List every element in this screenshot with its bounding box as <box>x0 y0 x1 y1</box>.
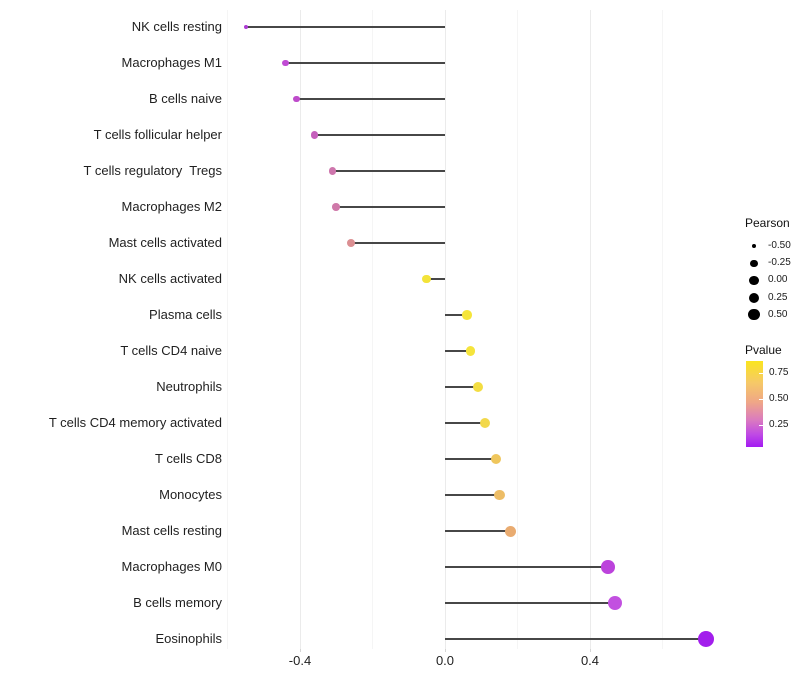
colorbar-tick <box>759 373 763 374</box>
category-label: T cells CD4 naive <box>120 343 222 358</box>
category-label: B cells memory <box>133 595 222 610</box>
colorbar-tick-label: 0.50 <box>769 393 789 404</box>
colorbar-tick-label: 0.25 <box>769 419 789 430</box>
lollipop-stem <box>445 386 478 388</box>
category-label: T cells CD8 <box>155 451 222 466</box>
lollipop-stem <box>445 602 616 604</box>
x-tick-label: 0.0 <box>435 653 455 668</box>
lollipop-dot <box>422 274 432 284</box>
gridline-major <box>589 10 591 649</box>
legend-size-label: 0.50 <box>768 308 788 320</box>
category-label: T cells follicular helper <box>93 127 222 142</box>
gridline-major <box>299 10 301 649</box>
legend-size-label: -0.50 <box>768 240 791 251</box>
category-label: B cells naive <box>149 91 222 106</box>
lollipop-dot <box>328 167 337 175</box>
colorbar-tick <box>759 425 763 426</box>
category-label: Monocytes <box>159 487 222 502</box>
lollipop-dot <box>465 346 476 356</box>
lollipop-dot <box>282 59 289 67</box>
x-tick-label: -0.4 <box>288 653 312 668</box>
lollipop-stem <box>445 566 609 568</box>
colorbar-tick-label: 0.75 <box>769 367 789 378</box>
legend-pearson-title: Pearson <box>745 216 790 230</box>
lollipop-stem <box>285 62 445 64</box>
legend-size-dot <box>750 259 758 267</box>
legend-pvalue-title: Pvalue <box>745 343 782 357</box>
lollipop-stem <box>336 206 445 208</box>
category-label: Plasma cells <box>149 307 222 322</box>
legend-size-dot <box>749 292 759 303</box>
pvalue-colorbar <box>746 361 763 447</box>
lollipop-dot <box>504 525 516 537</box>
category-label: NK cells activated <box>118 271 222 286</box>
lollipop-stem <box>445 458 496 460</box>
gridline-minor <box>227 10 228 649</box>
lollipop-stem <box>445 494 500 496</box>
lollipop-dot <box>479 418 490 428</box>
category-label: Neutrophils <box>156 379 222 394</box>
legend-size-dot <box>749 275 759 285</box>
lollipop-dot <box>472 382 483 392</box>
x-axis-tick <box>589 649 591 652</box>
lollipop-dot <box>332 203 341 211</box>
x-axis-tick <box>444 649 446 652</box>
lollipop-dot <box>608 596 623 610</box>
lollipop-dot <box>243 24 248 30</box>
lollipop-dot <box>490 453 501 465</box>
lollipop-stem <box>350 242 445 244</box>
lollipop-stem <box>445 638 706 640</box>
category-label: NK cells resting <box>131 19 222 34</box>
lollipop-stem <box>445 422 485 424</box>
gridline-minor <box>662 10 663 649</box>
gridline-minor <box>372 10 373 649</box>
lollipop-dot <box>494 489 505 501</box>
lollipop-stem <box>426 278 445 280</box>
category-label: Macrophages M0 <box>121 559 222 574</box>
category-label: Macrophages M1 <box>121 55 222 70</box>
gridline-minor <box>517 10 518 649</box>
lollipop-stem <box>445 314 467 316</box>
lollipop-stem <box>445 350 471 352</box>
gridline-major <box>444 10 446 649</box>
category-label: Macrophages M2 <box>121 199 222 214</box>
legend-size-dot <box>751 243 757 249</box>
lollipop-dot <box>292 95 300 103</box>
legend-size-label: 0.25 <box>768 291 788 303</box>
category-label: T cells regulatory Tregs <box>83 163 222 178</box>
x-tick-label: 0.4 <box>580 653 600 668</box>
lollipop-stem <box>245 26 445 28</box>
lollipop-stem <box>296 98 445 100</box>
category-label: Mast cells resting <box>121 523 222 538</box>
category-label: Mast cells activated <box>108 235 222 250</box>
lollipop-dot <box>310 131 319 139</box>
lollipop-stem <box>314 134 445 136</box>
category-label: Eosinophils <box>155 631 223 646</box>
category-label: T cells CD4 memory activated <box>48 415 222 430</box>
lollipop-dot <box>346 239 355 247</box>
legend-size-dot <box>748 309 760 321</box>
colorbar-tick <box>759 399 763 400</box>
lollipop-stem <box>332 170 445 172</box>
lollipop-dot <box>601 560 615 574</box>
lollipop-dot <box>461 310 472 320</box>
x-axis-tick <box>299 649 301 652</box>
lollipop-stem <box>445 530 511 532</box>
legend-size-label: -0.25 <box>768 257 791 269</box>
legend-size-label: 0.00 <box>768 274 788 286</box>
lollipop-dot <box>698 631 714 647</box>
